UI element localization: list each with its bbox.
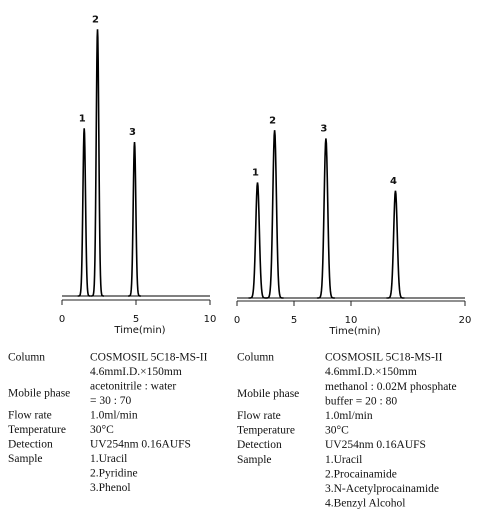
peak-label: 2 — [269, 115, 276, 126]
condition-label: Sample — [8, 453, 43, 465]
peak-label: 3 — [129, 127, 136, 138]
condition-value: 1.0ml/min — [90, 410, 138, 422]
condition-label: Mobile phase — [237, 388, 299, 400]
condition-value: 30°C — [90, 424, 114, 436]
condition-label: Detection — [8, 439, 53, 451]
x-axis-label: Time(min) — [328, 326, 380, 337]
condition-value: 3.Phenol — [90, 482, 131, 494]
condition-label: Flow rate — [237, 410, 281, 422]
peak — [128, 141, 142, 297]
condition-value: 4.Benzyl Alcohol — [325, 498, 406, 510]
x-tick-label: 0 — [59, 314, 65, 325]
condition-value: 3.N-Acetylprocainamide — [325, 483, 439, 495]
condition-value: 1.Uracil — [325, 454, 362, 466]
condition-label: Temperature — [8, 424, 66, 436]
x-tick-label: 5 — [133, 314, 139, 325]
peak-label: 1 — [79, 113, 86, 124]
condition-value: 4.6mmI.D.×150mm — [90, 366, 182, 378]
condition-value: COSMOSIL 5C18-MS-II — [90, 352, 208, 364]
condition-label: Temperature — [237, 425, 295, 437]
condition-value: UV254nm 0.16AUFS — [325, 439, 426, 451]
condition-value: UV254nm 0.16AUFS — [90, 439, 191, 451]
condition-label: Column — [237, 352, 274, 364]
condition-label: Flow rate — [8, 410, 52, 422]
condition-value: methanol : 0.02M phosphate — [325, 381, 457, 393]
x-tick-label: 0 — [234, 315, 240, 326]
condition-label: Detection — [237, 439, 282, 451]
peak — [91, 29, 105, 297]
condition-value: = 30 : 70 — [90, 395, 132, 407]
peak-label: 1 — [252, 168, 259, 179]
peak-label: 4 — [390, 176, 397, 187]
peak — [386, 190, 405, 299]
condition-value: 4.6mmI.D.×150mm — [325, 366, 417, 378]
condition-value: 30°C — [325, 425, 349, 437]
peak-label: 3 — [320, 124, 327, 135]
peak — [265, 130, 284, 299]
x-tick-label: 10 — [204, 314, 217, 325]
condition-value: 1.0ml/min — [325, 410, 373, 422]
condition-value: 1.Uracil — [90, 453, 127, 465]
condition-label: Column — [8, 352, 45, 364]
condition-label: Mobile phase — [8, 388, 70, 400]
peak — [77, 128, 91, 297]
condition-value: 2.Pyridine — [90, 468, 138, 480]
condition-value: acetonitrile : water — [90, 381, 176, 393]
x-tick-label: 5 — [291, 315, 297, 326]
condition-value: buffer = 20 : 80 — [325, 395, 397, 407]
x-tick-label: 10 — [345, 315, 358, 326]
x-tick-label: 20 — [459, 315, 472, 326]
peak — [316, 138, 335, 299]
x-axis-label: Time(min) — [113, 325, 165, 336]
condition-value: 2.Procainamide — [325, 468, 397, 480]
condition-value: COSMOSIL 5C18-MS-II — [325, 352, 443, 364]
peak-label: 2 — [92, 14, 99, 25]
condition-label: Sample — [237, 454, 272, 466]
peak — [248, 182, 267, 299]
